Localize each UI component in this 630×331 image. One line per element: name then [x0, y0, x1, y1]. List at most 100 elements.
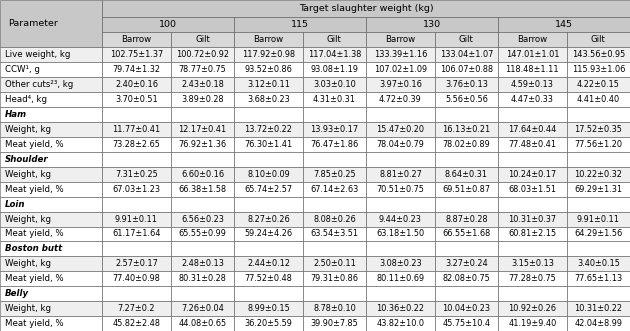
Text: 67.14±2.63: 67.14±2.63 — [311, 185, 358, 194]
Bar — [0, 0, 102, 47]
Text: 3.27±0.24: 3.27±0.24 — [445, 259, 488, 268]
Text: 73.28±2.65: 73.28±2.65 — [113, 140, 161, 149]
Text: Gilt: Gilt — [459, 35, 474, 44]
Text: 2.44±0.12: 2.44±0.12 — [247, 259, 290, 268]
Text: 13.72±0.22: 13.72±0.22 — [244, 125, 292, 134]
Bar — [566, 316, 630, 331]
Text: Weight, kg: Weight, kg — [5, 125, 51, 134]
Bar — [234, 32, 302, 47]
Bar — [302, 107, 366, 122]
Text: 8.10±0.09: 8.10±0.09 — [247, 170, 290, 179]
Bar — [234, 197, 302, 212]
Bar — [435, 197, 498, 212]
Text: 78.02±0.89: 78.02±0.89 — [442, 140, 490, 149]
Bar — [171, 271, 234, 286]
Bar — [366, 226, 435, 241]
Text: 107.02±1.09: 107.02±1.09 — [374, 65, 427, 74]
Bar — [498, 226, 566, 241]
Text: 78.04±0.79: 78.04±0.79 — [377, 140, 425, 149]
Bar — [498, 17, 630, 32]
Text: 3.89±0.28: 3.89±0.28 — [181, 95, 224, 104]
Text: 68.03±1.51: 68.03±1.51 — [508, 185, 556, 194]
Text: 9.44±0.23: 9.44±0.23 — [379, 214, 422, 223]
Text: 77.52±0.48: 77.52±0.48 — [244, 274, 292, 283]
Text: 3.68±0.23: 3.68±0.23 — [247, 95, 290, 104]
Text: 118.48±1.11: 118.48±1.11 — [505, 65, 559, 74]
Text: 65.55±0.99: 65.55±0.99 — [178, 229, 226, 238]
Bar — [102, 62, 171, 77]
Text: 133.39±1.16: 133.39±1.16 — [374, 50, 427, 59]
Bar — [498, 107, 566, 122]
Text: 7.27±0.2: 7.27±0.2 — [118, 304, 155, 313]
Text: 93.52±0.86: 93.52±0.86 — [244, 65, 292, 74]
Bar — [366, 241, 435, 257]
Text: 8.78±0.10: 8.78±0.10 — [313, 304, 356, 313]
Bar — [366, 197, 435, 212]
Bar — [498, 286, 566, 301]
Text: 145: 145 — [555, 20, 573, 29]
Bar — [102, 167, 171, 182]
Bar — [234, 92, 302, 107]
Bar — [435, 301, 498, 316]
Bar — [0, 152, 102, 167]
Bar — [435, 62, 498, 77]
Bar — [0, 62, 102, 77]
Bar — [0, 197, 102, 212]
Text: 69.51±0.87: 69.51±0.87 — [442, 185, 490, 194]
Text: 147.01±1.01: 147.01±1.01 — [506, 50, 559, 59]
Text: 77.65±1.13: 77.65±1.13 — [574, 274, 622, 283]
Bar — [366, 137, 435, 152]
Bar — [498, 197, 566, 212]
Bar — [498, 62, 566, 77]
Text: 100: 100 — [159, 20, 177, 29]
Bar — [0, 301, 102, 316]
Text: 7.85±0.25: 7.85±0.25 — [313, 170, 356, 179]
Bar — [435, 212, 498, 226]
Bar — [171, 32, 234, 47]
Bar — [102, 182, 171, 197]
Bar — [566, 286, 630, 301]
Text: 2.50±0.11: 2.50±0.11 — [313, 259, 356, 268]
Bar — [171, 197, 234, 212]
Bar — [566, 47, 630, 62]
Text: Gilt: Gilt — [195, 35, 210, 44]
Bar — [102, 271, 171, 286]
Bar — [0, 257, 102, 271]
Text: Weight, kg: Weight, kg — [5, 259, 51, 268]
Text: 4.22±0.15: 4.22±0.15 — [577, 80, 620, 89]
Text: 130: 130 — [423, 20, 441, 29]
Bar — [102, 47, 171, 62]
Bar — [234, 257, 302, 271]
Bar — [171, 286, 234, 301]
Bar — [102, 316, 171, 331]
Text: 10.24±0.17: 10.24±0.17 — [508, 170, 556, 179]
Bar — [435, 182, 498, 197]
Text: 115: 115 — [291, 20, 309, 29]
Text: 3.97±0.16: 3.97±0.16 — [379, 80, 422, 89]
Bar — [566, 92, 630, 107]
Text: Weight, kg: Weight, kg — [5, 170, 51, 179]
Text: 36.20±5.59: 36.20±5.59 — [244, 319, 292, 328]
Bar — [0, 212, 102, 226]
Bar — [234, 167, 302, 182]
Bar — [498, 301, 566, 316]
Bar — [0, 271, 102, 286]
Bar — [366, 32, 435, 47]
Bar — [302, 226, 366, 241]
Bar — [171, 92, 234, 107]
Bar — [435, 107, 498, 122]
Bar — [234, 17, 366, 32]
Bar — [171, 301, 234, 316]
Text: 4.47±0.33: 4.47±0.33 — [511, 95, 554, 104]
Text: 77.48±0.41: 77.48±0.41 — [508, 140, 556, 149]
Text: Other cuts²³, kg: Other cuts²³, kg — [5, 80, 73, 89]
Text: Ham: Ham — [5, 110, 27, 119]
Bar — [102, 212, 171, 226]
Text: 77.28±0.75: 77.28±0.75 — [508, 274, 556, 283]
Text: 10.31±0.37: 10.31±0.37 — [508, 214, 556, 223]
Bar — [302, 122, 366, 137]
Text: 65.74±2.57: 65.74±2.57 — [244, 185, 292, 194]
Text: CCW¹, g: CCW¹, g — [5, 65, 40, 74]
Bar — [498, 182, 566, 197]
Text: 76.92±1.36: 76.92±1.36 — [178, 140, 227, 149]
